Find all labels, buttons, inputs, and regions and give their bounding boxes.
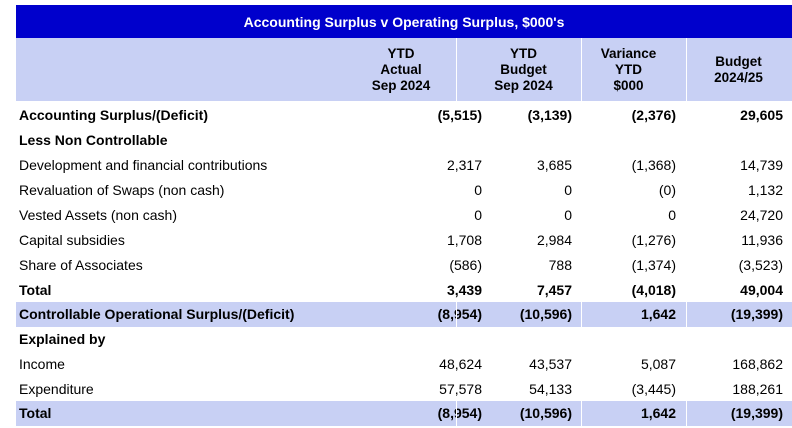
row-value-c2: 43,537 bbox=[529, 356, 572, 372]
header-ytd-budget: YTD Budget Sep 2024 bbox=[466, 38, 581, 101]
row-value-c4: 1,132 bbox=[747, 182, 783, 198]
row-value-c4: (3,523) bbox=[738, 257, 783, 273]
header-variance-line-3: $000 bbox=[613, 77, 644, 93]
row-value-c2: 0 bbox=[564, 207, 572, 223]
row-label: Controllable Operational Surplus/(Defici… bbox=[19, 306, 295, 322]
row-value-c2: (10,596) bbox=[519, 306, 572, 322]
table-row: Expenditure 57,578 54,133 (3,445) 188,261 bbox=[16, 377, 792, 402]
header-ytd-actual-line-3: Sep 2024 bbox=[371, 77, 431, 93]
row-label: Total bbox=[19, 282, 52, 298]
column-divider bbox=[581, 302, 582, 327]
table-row: Explained by bbox=[16, 327, 792, 352]
header-ytd-actual-line-2: Actual bbox=[380, 61, 422, 77]
header-ytd-budget-line-1: YTD bbox=[510, 45, 537, 61]
row-label: Expenditure bbox=[19, 381, 94, 397]
header-budget-annual-line-1: Budget bbox=[715, 53, 762, 69]
row-value-c4: (19,399) bbox=[730, 306, 783, 322]
row-value-c3: 0 bbox=[668, 207, 676, 223]
table-row: Share of Associates (586) 788 (1,374) (3,523… bbox=[16, 253, 792, 278]
table-row: Vested Assets (non cash) 0 0 0 24,720 bbox=[16, 203, 792, 228]
header-ytd-actual-line-1: YTD bbox=[387, 45, 415, 61]
row-value-c3: (1,374) bbox=[631, 257, 676, 273]
row-label: Vested Assets (non cash) bbox=[19, 207, 177, 223]
header-budget-annual: Budget 2024/25 bbox=[691, 38, 786, 101]
header-budget-annual-line-2: 2024/25 bbox=[714, 69, 763, 85]
row-value-c3: (3,445) bbox=[631, 381, 676, 397]
row-label: Share of Associates bbox=[19, 257, 143, 273]
row-label: Capital subsidies bbox=[19, 232, 125, 248]
header-variance-line-2: YTD bbox=[615, 61, 642, 77]
row-value-c3: 5,087 bbox=[640, 356, 676, 372]
row-value-c2: (10,596) bbox=[519, 405, 572, 421]
header-column-divider bbox=[456, 38, 457, 101]
header-column-divider bbox=[581, 38, 582, 101]
row-value-c3: (0) bbox=[658, 182, 676, 198]
row-value-c4: 14,739 bbox=[740, 157, 783, 173]
row-value-c2: 3,685 bbox=[536, 157, 572, 173]
table-row: Capital subsidies 1,708 2,984 (1,276) 11,936 bbox=[16, 228, 792, 253]
column-divider bbox=[456, 401, 457, 426]
row-value-c1: 3,439 bbox=[446, 282, 482, 298]
row-value-c1: (5,515) bbox=[437, 107, 482, 123]
row-value-c1: 1,708 bbox=[446, 232, 482, 248]
row-label: Development and financial contributions bbox=[19, 157, 268, 173]
row-value-c4: 49,004 bbox=[740, 282, 783, 298]
row-value-c1: (586) bbox=[449, 257, 482, 273]
row-value-c4: 29,605 bbox=[740, 107, 783, 123]
row-value-c2: (3,139) bbox=[527, 107, 572, 123]
row-value-c4: 11,936 bbox=[741, 232, 783, 248]
table-title: Accounting Surplus v Operating Surplus, … bbox=[16, 5, 792, 38]
row-label: Income bbox=[19, 356, 65, 372]
table-row: Total (8,954) (10,596) 1,642 (19,399) bbox=[16, 401, 792, 426]
row-value-c2: 54,133 bbox=[529, 381, 572, 397]
row-value-c3: (2,376) bbox=[631, 107, 676, 123]
column-divider bbox=[686, 401, 687, 426]
row-value-c3: (1,368) bbox=[631, 157, 676, 173]
table-row: Revaluation of Swaps (non cash) 0 0 (0) 1,13… bbox=[16, 178, 792, 203]
row-value-c3: 1,642 bbox=[640, 306, 676, 322]
row-value-c1: 0 bbox=[474, 207, 482, 223]
table-row: Income 48,624 43,537 5,087 168,862 bbox=[16, 352, 792, 377]
row-value-c1: (8,954) bbox=[437, 405, 482, 421]
table-row: Total 3,439 7,457 (4,018) 49,004 bbox=[16, 278, 792, 303]
row-value-c2: 2,984 bbox=[536, 232, 572, 248]
row-value-c1: 0 bbox=[474, 182, 482, 198]
header-ytd-budget-line-2: Budget bbox=[500, 61, 547, 77]
header-ytd-budget-line-3: Sep 2024 bbox=[494, 77, 553, 93]
table-row: Accounting Surplus/(Deficit) (5,515) (3,13… bbox=[16, 103, 792, 128]
row-value-c4: 24,720 bbox=[740, 207, 783, 223]
header-variance: Variance YTD $000 bbox=[586, 38, 671, 101]
row-value-c3: (1,276) bbox=[631, 232, 676, 248]
column-divider bbox=[456, 302, 457, 327]
row-value-c4: 168,862 bbox=[732, 356, 783, 372]
column-divider bbox=[686, 302, 687, 327]
row-value-c4: 188,261 bbox=[732, 381, 783, 397]
header-variance-line-1: Variance bbox=[600, 45, 657, 61]
row-value-c1: 2,317 bbox=[446, 157, 482, 173]
row-value-c2: 0 bbox=[564, 182, 572, 198]
header-ytd-actual: YTD Actual Sep 2024 bbox=[346, 38, 456, 101]
row-value-c3: 1,642 bbox=[640, 405, 676, 421]
row-label: Revaluation of Swaps (non cash) bbox=[19, 182, 225, 198]
row-value-c4: (19,399) bbox=[730, 405, 783, 421]
table-row: Less Non Controllable bbox=[16, 128, 792, 153]
row-value-c2: 788 bbox=[548, 257, 572, 273]
row-value-c2: 7,457 bbox=[536, 282, 572, 298]
row-label: Total bbox=[19, 405, 52, 421]
column-divider bbox=[581, 401, 582, 426]
row-value-c1: 57,578 bbox=[439, 381, 482, 397]
row-label: Accounting Surplus/(Deficit) bbox=[19, 107, 208, 123]
row-label: Less Non Controllable bbox=[19, 132, 168, 148]
header-column-divider bbox=[686, 38, 687, 101]
row-value-c1: (8,954) bbox=[437, 306, 482, 322]
header-row: YTD Actual Sep 2024 YTD Budget Sep 2024 … bbox=[16, 38, 792, 101]
row-label: Explained by bbox=[19, 331, 106, 347]
row-value-c1: 48,624 bbox=[439, 356, 482, 372]
table-row: Controllable Operational Surplus/(Defici… bbox=[16, 302, 792, 327]
table-row: Development and financial contributions 2… bbox=[16, 153, 792, 178]
row-value-c3: (4,018) bbox=[631, 282, 676, 298]
